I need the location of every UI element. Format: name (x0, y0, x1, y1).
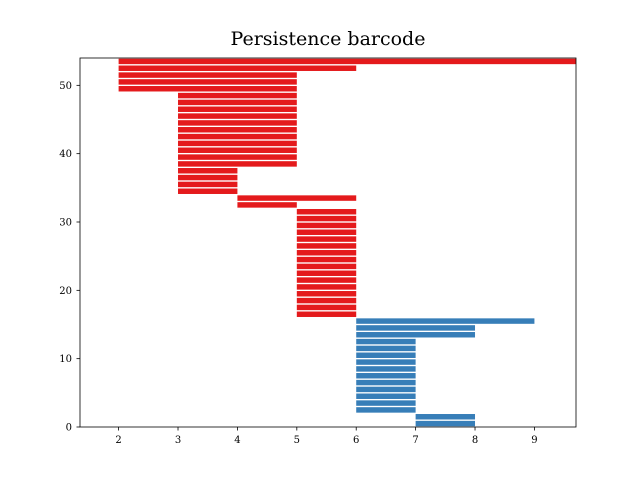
barcode-bar (118, 65, 357, 71)
barcode-bar (178, 106, 297, 112)
barcode-bar (356, 352, 416, 358)
barcode-bar (178, 140, 297, 147)
barcode-bar (356, 338, 416, 345)
x-tick-label: 6 (353, 435, 359, 446)
barcode-bar (356, 379, 416, 386)
barcode-bar (178, 188, 238, 194)
y-tick-label: 20 (59, 286, 72, 297)
barcode-bar (356, 325, 476, 331)
barcode-bar (296, 270, 357, 276)
barcode-bar (296, 222, 357, 229)
y-tick-label: 10 (59, 354, 72, 365)
barcode-bar (356, 366, 416, 372)
x-tick-label: 4 (234, 435, 240, 446)
barcode-bar (296, 236, 357, 242)
barcode-bar (296, 263, 357, 270)
barcode-bar (356, 359, 416, 365)
bars-group (118, 58, 576, 427)
barcode-bar (356, 386, 416, 393)
barcode-bar (296, 209, 357, 215)
barcode-bar (178, 133, 297, 140)
x-tick-label: 8 (472, 435, 478, 446)
barcode-bar (296, 284, 357, 290)
barcode-bar (356, 400, 416, 406)
chart-title: Persistence barcode (230, 28, 426, 50)
barcode-bar (178, 174, 238, 181)
barcode-bar (296, 291, 357, 297)
x-tick-label: 9 (531, 435, 537, 446)
barcode-bar (178, 127, 297, 133)
barcode-bar (118, 79, 297, 85)
barcode-bar (296, 250, 357, 256)
barcode-bar (237, 195, 357, 201)
barcode-bar (178, 181, 238, 188)
x-tick-label: 7 (412, 435, 418, 446)
barcode-bar (415, 420, 476, 427)
barcode-bar (296, 256, 357, 263)
barcode-bar (296, 243, 357, 249)
y-tick-label: 30 (59, 218, 72, 229)
barcode-bar (178, 147, 297, 153)
y-tick-label: 40 (59, 149, 72, 160)
barcode-bar (118, 72, 297, 78)
barcode-bar (178, 161, 297, 167)
barcode-bar (415, 414, 476, 420)
plot-frame (79, 57, 577, 428)
y-tick-label: 0 (66, 423, 72, 434)
barcode-bar (356, 393, 416, 399)
barcode-bar (356, 345, 416, 352)
barcode-bar (237, 202, 297, 208)
x-tick-label: 3 (175, 435, 181, 446)
barcode-bar (296, 297, 357, 304)
barcode-bar (296, 304, 357, 311)
barcode-bar (356, 373, 416, 379)
barcode-bar (296, 311, 357, 317)
x-tick-label: 5 (294, 435, 300, 446)
barcode-bar (178, 168, 238, 174)
x-tick-label: 2 (115, 435, 121, 446)
barcode-bar (356, 332, 476, 338)
barcode-bar (178, 92, 297, 99)
barcode-bar (178, 113, 297, 119)
barcode-bar (118, 58, 576, 65)
barcode-bar (118, 86, 297, 92)
barcode-bar (178, 154, 297, 160)
barcode-bar (296, 215, 357, 222)
y-tick-label: 50 (59, 81, 72, 92)
barcode-bar (296, 277, 357, 283)
barcode-bar (296, 229, 357, 235)
barcode-bar (178, 120, 297, 126)
barcode-bar (356, 407, 416, 413)
barcode-bar (356, 318, 535, 324)
barcode-bar (178, 99, 297, 106)
